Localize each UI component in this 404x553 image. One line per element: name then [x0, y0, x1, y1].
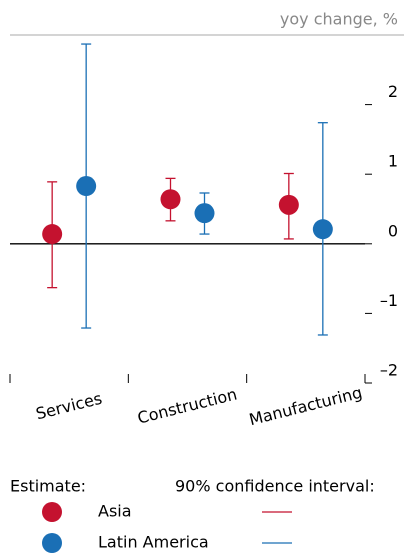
legend-marker-title: Estimate:: [10, 477, 86, 496]
estimate-dot: [160, 189, 181, 210]
y-tick-label: 0: [388, 221, 398, 240]
x-tick-label: Construction: [136, 384, 239, 427]
x-tick-label: Manufacturing: [247, 383, 364, 429]
legend-marker: [42, 533, 62, 553]
estimate-dot: [278, 194, 299, 215]
estimate-dot: [312, 219, 333, 240]
estimate-dot: [76, 176, 97, 197]
legend-label: Latin America: [98, 533, 209, 552]
estimate-dot: [42, 224, 63, 245]
legend-interval-title: 90% confidence interval:: [175, 477, 375, 496]
legend-label: Asia: [98, 502, 132, 521]
legend-marker: [42, 502, 62, 522]
y-tick-label: 1: [388, 152, 398, 171]
y-tick-label: –2: [380, 361, 398, 380]
estimate-dot: [194, 203, 215, 224]
y-tick-label: 2: [388, 82, 398, 101]
y-tick-label: –1: [380, 291, 398, 310]
x-tick-label: Services: [34, 389, 104, 424]
y-unit-label: yoy change, %: [280, 10, 398, 29]
